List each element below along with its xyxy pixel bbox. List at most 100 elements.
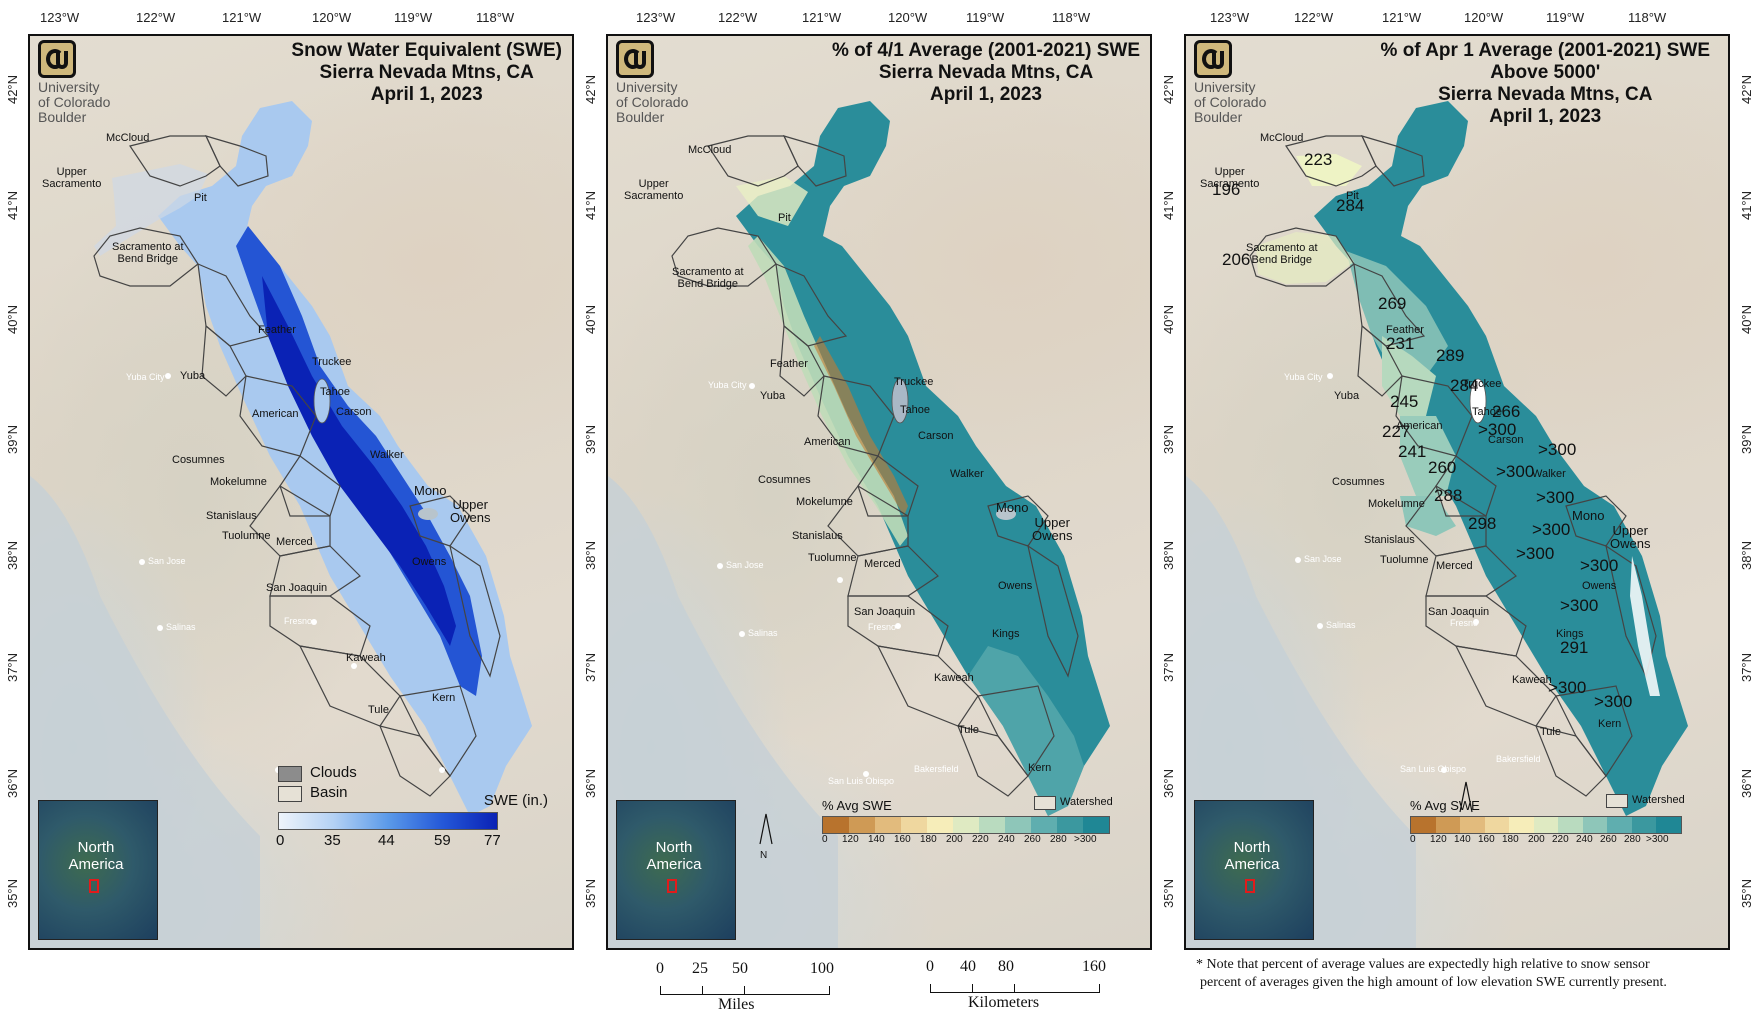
title-line-2: Sierra Nevada Mtns, CA bbox=[878, 62, 1094, 83]
lat-tick: 40°N bbox=[1739, 304, 1755, 335]
pct-tick: 220 bbox=[972, 834, 989, 845]
swe-map-panel: Snow Water Equivalent (SWE) Sierra Nevad… bbox=[28, 34, 574, 950]
lat-tick: 40°N bbox=[1161, 304, 1177, 335]
value-sj: >300 bbox=[1516, 544, 1555, 563]
city-san-luis-obispo: San Luis Obispo bbox=[828, 776, 895, 786]
north-label: N bbox=[760, 850, 768, 861]
label-pit: Pit bbox=[194, 192, 207, 204]
label-mccloud: McCloud bbox=[688, 144, 732, 156]
km-tick: 160 bbox=[1082, 958, 1106, 975]
label-owens: Owens bbox=[412, 556, 447, 568]
label-truckee: Truckee bbox=[1462, 378, 1502, 390]
pct-tick: 120 bbox=[1430, 834, 1447, 845]
lon-tick: 119°W bbox=[1546, 10, 1585, 25]
inset-line-2: America bbox=[1224, 856, 1280, 873]
value-pit: 284 bbox=[1336, 196, 1365, 215]
value-merced: >300 bbox=[1532, 520, 1571, 539]
pct-ramp-title: % Avg SWE bbox=[822, 798, 892, 813]
title-line-2: Above 5000' bbox=[1490, 62, 1601, 83]
label-upper-sacramento: Upper Sacramento bbox=[1200, 166, 1260, 190]
value-mccloud: 223 bbox=[1304, 150, 1333, 169]
lat-tick: 39°N bbox=[5, 424, 21, 455]
lat-tick: 37°N bbox=[1739, 652, 1755, 683]
lat-tick: 36°N bbox=[1739, 768, 1755, 799]
city-salinas: Salinas bbox=[748, 628, 778, 638]
lat-tick: 39°N bbox=[1739, 424, 1755, 455]
lat-tick: 35°N bbox=[1739, 878, 1755, 909]
label-upper-owens: Upper Owens bbox=[1032, 515, 1073, 543]
swe-tick: 77 bbox=[484, 832, 501, 849]
label-mccloud: McCloud bbox=[106, 132, 150, 144]
panel-title: % of 4/1 Average (2001-2021) SWE Sierra … bbox=[832, 40, 1140, 106]
city-salinas: Salinas bbox=[166, 622, 196, 632]
lat-tick: 35°N bbox=[1161, 878, 1177, 909]
title-line-2: Sierra Nevada Mtns, CA bbox=[319, 62, 534, 83]
pct-tick: 240 bbox=[1576, 834, 1593, 845]
lat-tick: 37°N bbox=[583, 652, 599, 683]
lon-tick: 118°W bbox=[1628, 10, 1667, 25]
lat-tick: 41°N bbox=[1739, 190, 1755, 221]
pct-tick: 120 bbox=[842, 834, 859, 845]
lat-tick: 35°N bbox=[5, 878, 21, 909]
basin-labels: McCloud Upper Sacramento Pit Sacramento … bbox=[1186, 36, 1728, 948]
study-area-marker bbox=[1245, 879, 1255, 893]
lon-tick: 118°W bbox=[476, 10, 515, 25]
label-feather: Feather bbox=[258, 324, 296, 336]
label-owens: Owens bbox=[1582, 580, 1617, 592]
label-tahoe: Tahoe bbox=[1472, 406, 1502, 418]
label-merced: Merced bbox=[276, 536, 313, 548]
pct-avg-above-5000-map-panel: % of Apr 1 Average (2001-2021) SWE Above… bbox=[1184, 34, 1730, 950]
km-bar bbox=[930, 984, 1100, 993]
label-san-joaquin: San Joaquin bbox=[1428, 606, 1490, 618]
label-merced: Merced bbox=[864, 558, 901, 570]
label-walker: Walker bbox=[950, 468, 984, 480]
city-bakersfield: Bakersfield bbox=[914, 764, 959, 774]
lon-tick: 121°W bbox=[802, 10, 842, 25]
value-mono: >300 bbox=[1536, 488, 1575, 507]
value-kern: >300 bbox=[1594, 692, 1633, 711]
label-feather: Feather bbox=[1386, 324, 1424, 336]
swe-tick: 44 bbox=[378, 832, 395, 849]
label-mokelumne: Mokelumne bbox=[1368, 498, 1425, 510]
label-walker: Walker bbox=[1532, 468, 1566, 480]
pct-tick: 180 bbox=[1502, 834, 1519, 845]
basin-labels: McCloud Upper Sacramento Pit Sacramento … bbox=[608, 36, 1150, 948]
label-mono: Mono bbox=[996, 500, 1029, 515]
pct-tick: 200 bbox=[946, 834, 963, 845]
watershed-label: Watershed bbox=[1632, 794, 1685, 806]
logo-line-1: University bbox=[616, 79, 678, 95]
title-line-1: Snow Water Equivalent (SWE) bbox=[291, 40, 562, 61]
north-america-inset: North America bbox=[1194, 800, 1314, 940]
label-owens: Owens bbox=[998, 580, 1033, 592]
lon-tick: 120°W bbox=[888, 10, 928, 25]
label-upper-owens: Upper Owens bbox=[450, 497, 491, 525]
lat-tick: 36°N bbox=[583, 768, 599, 799]
title-line-3: April 1, 2023 bbox=[930, 84, 1042, 105]
inset-line-1: North bbox=[1233, 839, 1271, 856]
label-kern: Kern bbox=[432, 692, 456, 704]
cu-logo-icon bbox=[616, 40, 654, 78]
lat-tick: 42°N bbox=[5, 74, 21, 105]
swe-tick: 59 bbox=[434, 832, 451, 849]
label-mono: Mono bbox=[1572, 508, 1605, 523]
logo-line-2: of Colorado bbox=[616, 94, 689, 110]
pct-legend: % Avg SWE Watershed 0 120 140 160 180 20… bbox=[1410, 788, 1726, 848]
label-feather: Feather bbox=[770, 358, 808, 370]
pct-tick: 220 bbox=[1552, 834, 1569, 845]
km-tick: 40 bbox=[960, 958, 976, 975]
lon-tick: 123°W bbox=[40, 10, 80, 25]
lon-tick: 123°W bbox=[1210, 10, 1250, 25]
value-tuolumne: 298 bbox=[1468, 514, 1497, 533]
label-kaweah: Kaweah bbox=[1512, 674, 1552, 686]
value-american: 245 bbox=[1390, 392, 1419, 411]
label-truckee: Truckee bbox=[312, 356, 352, 368]
city-fresno: Fresno bbox=[1450, 618, 1479, 628]
label-stanislaus: Stanislaus bbox=[792, 530, 843, 542]
label-mccloud: McCloud bbox=[1260, 132, 1304, 144]
label-upper-owens: Upper Owens bbox=[1610, 523, 1651, 551]
title-line-1: % of 4/1 Average (2001-2021) SWE bbox=[831, 40, 1140, 61]
label-carson: Carson bbox=[1488, 434, 1524, 446]
label-carson: Carson bbox=[918, 430, 954, 442]
pct-tick: 160 bbox=[1478, 834, 1495, 845]
lat-tick: 38°N bbox=[1739, 540, 1755, 571]
